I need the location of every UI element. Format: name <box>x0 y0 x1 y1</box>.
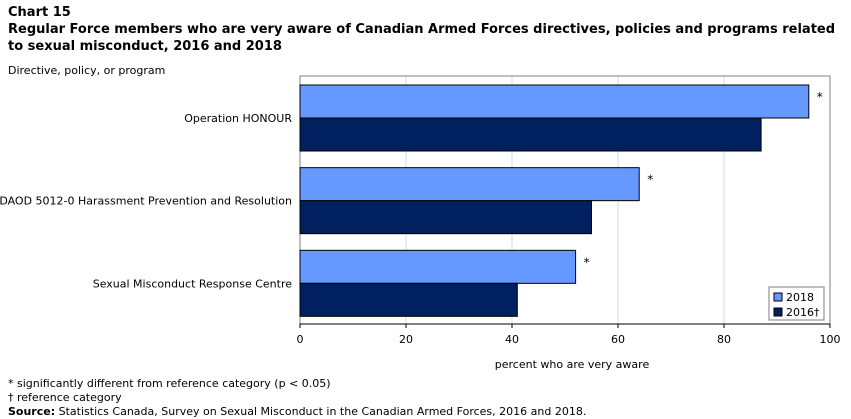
y-axis-title: Directive, policy, or program <box>8 64 166 77</box>
bar <box>299 282 518 317</box>
significance-marker: * <box>647 173 653 187</box>
x-tick-label: 60 <box>611 333 625 346</box>
reference-note: † reference category <box>8 391 122 404</box>
x-tick-label: 0 <box>297 333 304 346</box>
x-tick-label: 100 <box>820 333 841 346</box>
x-axis-title: percent who are very aware <box>495 358 650 371</box>
x-tick-label: 40 <box>505 333 519 346</box>
legend-swatch <box>773 307 783 317</box>
bar <box>299 200 592 235</box>
source-text: Statistics Canada, Survey on Sexual Misc… <box>58 405 587 418</box>
bar <box>299 249 577 284</box>
bar <box>299 84 810 119</box>
bar <box>299 167 640 202</box>
footnotes: * significantly different from reference… <box>8 377 586 419</box>
bar <box>299 117 762 152</box>
significance-marker: * <box>584 255 590 269</box>
legend-swatch <box>773 292 783 302</box>
legend-label: 2016† <box>786 306 820 319</box>
chart-number: Chart 15 <box>8 5 71 20</box>
source-label: Source: <box>8 405 56 418</box>
category-label: Sexual Misconduct Response Centre <box>93 277 293 290</box>
significance-marker: * <box>817 90 823 104</box>
category-label: Operation HONOUR <box>184 112 292 125</box>
x-tick-label: 80 <box>717 333 731 346</box>
legend-label: 2018 <box>786 291 814 304</box>
source-note: Source: Statistics Canada, Survey on Sex… <box>8 405 586 419</box>
category-label: DAOD 5012-0 Harassment Prevention and Re… <box>0 195 292 208</box>
significance-note: * significantly different from reference… <box>8 377 331 390</box>
legend-box <box>768 286 825 321</box>
x-tick-label: 20 <box>399 333 413 346</box>
chart-title: Regular Force members who are very aware… <box>8 22 836 54</box>
